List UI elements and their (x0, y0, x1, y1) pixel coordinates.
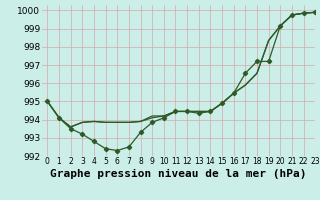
X-axis label: Graphe pression niveau de la mer (hPa): Graphe pression niveau de la mer (hPa) (50, 169, 307, 179)
